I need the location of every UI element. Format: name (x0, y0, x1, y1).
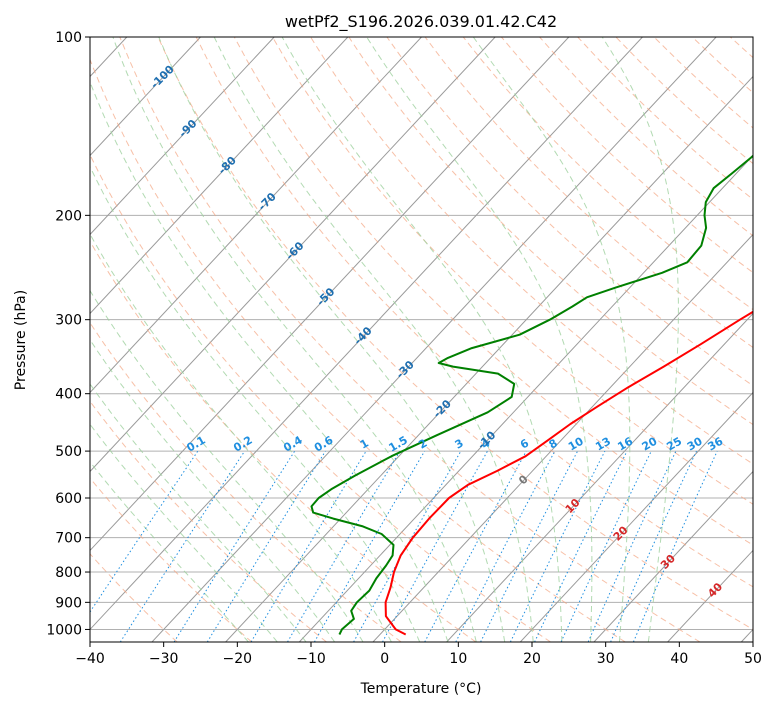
moist-adiabat-line (90, 165, 421, 642)
y-tick-label: 1000 (46, 622, 82, 638)
x-axis-title: Temperature (°C) (360, 681, 482, 697)
mixing-ratio-line (90, 450, 199, 613)
dewpoint-profile-line (310, 154, 753, 635)
dry-adiabat-line (272, 37, 753, 505)
x-tick-label: 10 (449, 651, 467, 667)
background-lines (90, 37, 753, 642)
y-axis: 100 200 300 400 500 600 700 800 900 1000 (46, 30, 90, 638)
dry-adiabat-line (90, 477, 253, 642)
y-tick-label: 400 (55, 387, 82, 403)
dry-adiabat-line (90, 58, 626, 642)
x-tick-label: 50 (744, 651, 762, 667)
x-tick-label: 20 (523, 651, 541, 667)
series-layer (310, 154, 753, 636)
moist-adiabat-line (366, 37, 593, 642)
dry-adiabat-line (157, 37, 753, 630)
dry-adiabat-line (233, 37, 753, 546)
y-tick-label: 600 (55, 491, 82, 507)
mixing-ratio-line (610, 450, 697, 642)
dry-adiabat-line (462, 37, 753, 311)
moist-adiabat-line (90, 289, 364, 642)
moist-adiabat-line (281, 37, 563, 642)
isotherm-line (298, 154, 753, 642)
dry-adiabat-line (119, 37, 701, 642)
isotherm-line (90, 37, 349, 315)
moist-adiabat-line (90, 80, 449, 642)
moist-adiabat-line (158, 37, 506, 642)
y-tick-label: 700 (55, 531, 82, 547)
mixing-ratio-line (480, 450, 579, 642)
isotherm-line (593, 470, 753, 642)
temperature-profile-line (384, 310, 753, 636)
moist-adiabat-line (90, 423, 278, 642)
isotherm-line (90, 37, 496, 473)
mixing-ratio-line (632, 450, 718, 642)
isotherm-line (519, 391, 753, 642)
mixing-ratio-line (509, 450, 606, 642)
dry-adiabat-line (424, 37, 753, 349)
x-axis: −40 −30 −20 −10 0 10 20 30 40 50 (75, 642, 762, 667)
isotherm-line (90, 37, 570, 552)
mixing-ratio-line (382, 450, 488, 642)
dry-adiabat-line (90, 553, 178, 642)
moist-adiabat-line (601, 37, 679, 642)
moist-adiabat-line (472, 37, 631, 642)
x-tick-label: 40 (670, 651, 688, 667)
isotherm-line (372, 233, 753, 642)
y-tick-label: 300 (55, 313, 82, 329)
isotherm-line (90, 37, 643, 631)
moist-adiabat-line (213, 37, 534, 642)
x-tick-label: −30 (149, 651, 179, 667)
isotherm-line (225, 75, 753, 642)
mixing-ratio-line (250, 450, 367, 642)
y-tick-label: 900 (55, 595, 82, 611)
mixing-ratio-line (206, 450, 326, 642)
mixing-ratio-line (119, 450, 246, 642)
x-tick-label: −40 (75, 651, 105, 667)
moist-adiabat-line (90, 383, 307, 642)
y-tick-label: 200 (55, 208, 82, 224)
moist-adiabat-line (90, 339, 336, 642)
moist-adiabat-line (90, 233, 392, 642)
y-tick-label: 800 (55, 565, 82, 581)
x-tick-label: 30 (597, 651, 615, 667)
dry-adiabat-line (90, 240, 477, 642)
x-tick-label: 0 (380, 651, 389, 667)
isotherm-line (90, 37, 201, 157)
isotherm-line (151, 37, 717, 642)
dry-adiabat-line (195, 37, 753, 588)
plot-frame (89, 36, 754, 643)
chart-title: wetPf2_S196.2026.039.01.42.C42 (285, 12, 557, 32)
mixing-ratio-line (173, 450, 296, 642)
x-tick-label: −10 (296, 651, 326, 667)
isotherm-line (90, 37, 422, 394)
dry-adiabat-line (90, 153, 551, 642)
isotherm-line (446, 312, 753, 642)
y-tick-label: 100 (55, 30, 82, 46)
y-tick-label: 500 (55, 444, 82, 460)
y-axis-title: Pressure (hPa) (13, 290, 29, 390)
moist-adiabat-line (112, 37, 477, 642)
x-tick-label: −20 (223, 651, 253, 667)
mixing-ratio-line (424, 450, 527, 642)
isotherm-line (90, 37, 275, 236)
